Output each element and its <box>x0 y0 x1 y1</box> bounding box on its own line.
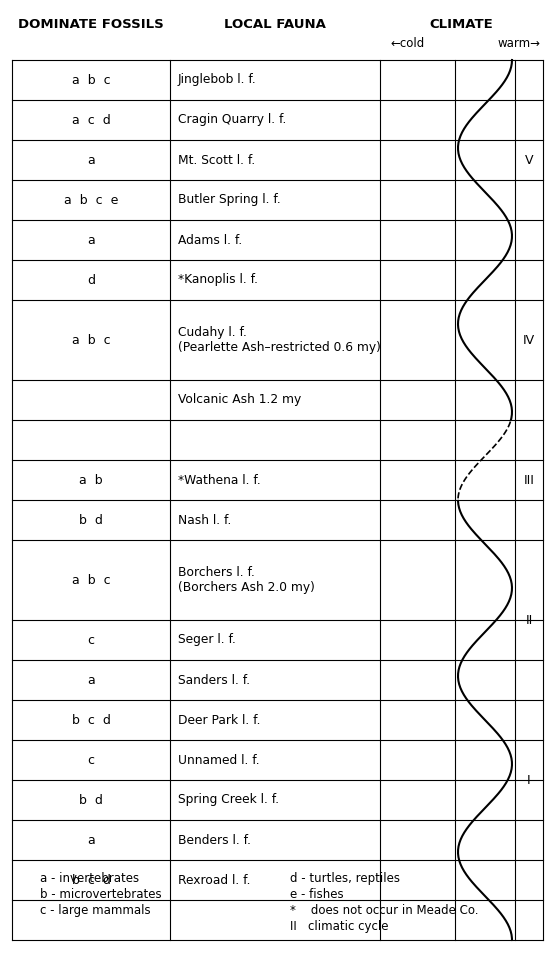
Text: Deer Park l. f.: Deer Park l. f. <box>178 714 261 726</box>
Text: Cudahy l. f.
(Pearlette Ash–restricted 0.6 my): Cudahy l. f. (Pearlette Ash–restricted 0… <box>178 326 381 354</box>
Text: e - fishes: e - fishes <box>290 888 344 901</box>
Text: III: III <box>524 474 535 486</box>
Text: b - microvertebrates: b - microvertebrates <box>40 888 162 901</box>
Text: II   climatic cycle: II climatic cycle <box>290 920 388 933</box>
Text: Spring Creek l. f.: Spring Creek l. f. <box>178 794 279 806</box>
Text: Volcanic Ash 1.2 my: Volcanic Ash 1.2 my <box>178 394 301 406</box>
Text: DOMINATE FOSSILS: DOMINATE FOSSILS <box>18 18 164 31</box>
Text: d: d <box>87 274 95 286</box>
Text: Rexroad l. f.: Rexroad l. f. <box>178 873 250 887</box>
Text: Unnamed l. f.: Unnamed l. f. <box>178 753 260 767</box>
Text: a  b  c: a b c <box>72 573 111 587</box>
Text: a: a <box>87 233 95 247</box>
Text: ←cold: ←cold <box>390 37 424 50</box>
Text: c: c <box>87 753 95 767</box>
Text: d - turtles, reptiles: d - turtles, reptiles <box>290 872 400 885</box>
Text: *Kanoplis l. f.: *Kanoplis l. f. <box>178 274 258 286</box>
Text: Borchers l. f.
(Borchers Ash 2.0 my): Borchers l. f. (Borchers Ash 2.0 my) <box>178 566 315 594</box>
Text: Cragin Quarry l. f.: Cragin Quarry l. f. <box>178 113 287 127</box>
Text: a  b  c: a b c <box>72 73 111 86</box>
Text: Butler Spring l. f.: Butler Spring l. f. <box>178 193 280 207</box>
Text: a  b  c: a b c <box>72 334 111 346</box>
Text: *    does not occur in Meade Co.: * does not occur in Meade Co. <box>290 904 478 917</box>
Text: c - large mammals: c - large mammals <box>40 904 151 917</box>
Text: warm→: warm→ <box>497 37 540 50</box>
Text: a: a <box>87 834 95 846</box>
Text: LOCAL FAUNA: LOCAL FAUNA <box>224 18 326 31</box>
Text: CLIMATE: CLIMATE <box>430 18 493 31</box>
Text: a - invertebrates: a - invertebrates <box>40 872 139 885</box>
Text: I: I <box>527 774 531 786</box>
Text: b  c  d: b c d <box>72 714 111 726</box>
Text: II: II <box>525 613 532 627</box>
Text: Jinglebob l. f.: Jinglebob l. f. <box>178 73 257 86</box>
Text: Benders l. f.: Benders l. f. <box>178 834 251 846</box>
Text: V: V <box>525 154 533 166</box>
Text: Seger l. f.: Seger l. f. <box>178 633 236 647</box>
Text: *Wathena l. f.: *Wathena l. f. <box>178 474 261 486</box>
Text: a: a <box>87 154 95 166</box>
Text: Nash l. f.: Nash l. f. <box>178 513 232 526</box>
Text: a  b  c  e: a b c e <box>64 193 118 207</box>
Text: a  b: a b <box>79 474 103 486</box>
Text: c: c <box>87 633 95 647</box>
Text: b  c  d: b c d <box>72 873 111 887</box>
Text: Adams l. f.: Adams l. f. <box>178 233 242 247</box>
Text: IV: IV <box>523 334 535 346</box>
Text: Sanders l. f.: Sanders l. f. <box>178 673 250 687</box>
Text: a  c  d: a c d <box>72 113 111 127</box>
Text: a: a <box>87 673 95 687</box>
Text: Mt. Scott l. f.: Mt. Scott l. f. <box>178 154 255 166</box>
Text: b  d: b d <box>79 513 103 526</box>
Text: b  d: b d <box>79 794 103 806</box>
